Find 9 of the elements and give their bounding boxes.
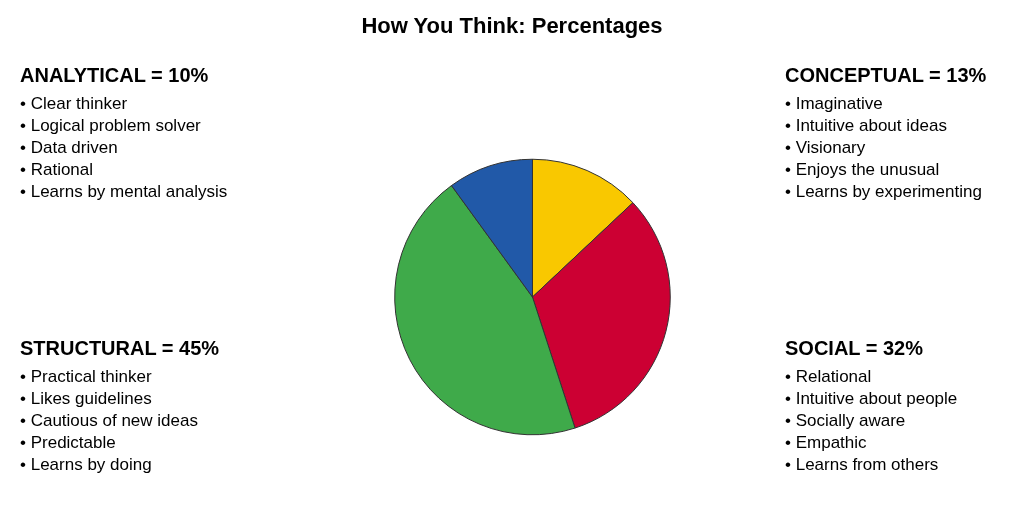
text: SOCIAL = 32%: [785, 337, 924, 359]
text: CONCEPTUAL = 13%: [785, 64, 987, 86]
text: • Relational • Intuitive about people • Socially aware • Empathic • Learns from others: [785, 367, 958, 475]
text: STRUCTURAL = 45%: [20, 337, 220, 359]
text: • Practical thinker • Likes guidelines • Cautious of new ideas • Predictable • Learns by doing: [20, 367, 198, 475]
text: ANALYTICAL = 10%: [20, 64, 209, 86]
chart-title: How You Think: Percentages: [361, 13, 663, 39]
text: • Imaginative • Intuitive about ideas • Visionary • Enjoys the unusual • Learns by experimenting: [785, 94, 982, 202]
text: • Clear thinker • Logical problem solver • Data driven • Rational • Learns by mental analysis: [20, 94, 228, 202]
